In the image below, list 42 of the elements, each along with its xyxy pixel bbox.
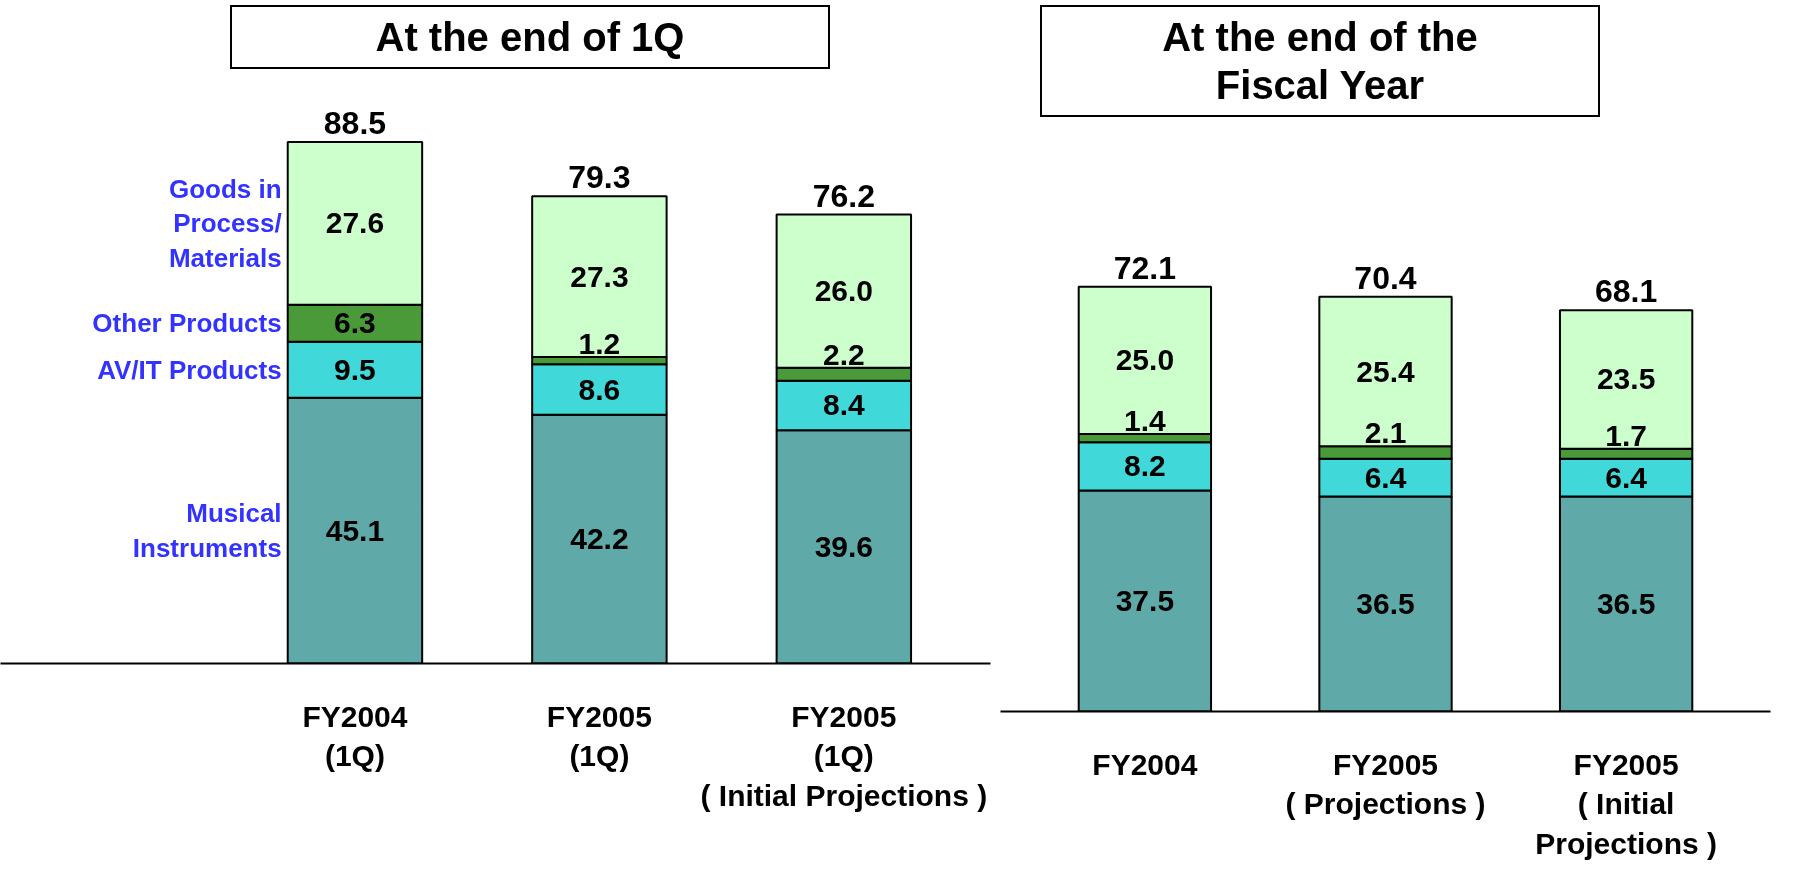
series-label: Other Products	[92, 308, 282, 339]
total-label: 72.1	[1113, 249, 1177, 286]
data-label: 25.0	[1115, 343, 1175, 377]
data-label: 6.4	[1364, 460, 1407, 494]
total-label: 68.1	[1594, 273, 1658, 310]
x-tick-label: FY2004 (1Q)	[302, 699, 408, 773]
data-label: 25.4	[1356, 354, 1416, 388]
series-label: Goods in Process/ Materials	[168, 173, 282, 273]
data-label: 27.6	[325, 206, 385, 240]
x-tick-label: FY2005 (1Q)	[546, 699, 652, 773]
series-label: AV/IT Products	[97, 354, 282, 385]
data-label: 8.2	[1124, 449, 1166, 483]
x-tick-label: FY2005 (1Q) ( Initial Projections )	[700, 699, 988, 812]
series-label: Musical Instruments	[132, 498, 282, 563]
data-label: 39.6	[814, 529, 874, 563]
total-label: 70.4	[1354, 259, 1417, 296]
chart-title: At the end of the Fiscal Year	[1162, 14, 1478, 109]
data-label: 2.2	[822, 337, 865, 371]
chart-title: At the end of 1Q	[375, 14, 685, 61]
data-label: 36.5	[1596, 586, 1656, 620]
data-label: 8.6	[578, 372, 621, 406]
x-tick-label: FY2004	[1092, 747, 1198, 781]
data-label: 9.5	[334, 352, 376, 386]
data-label: 6.3	[334, 306, 376, 340]
data-label: 1.7	[1605, 418, 1647, 452]
data-label: 42.2	[570, 522, 629, 556]
data-label: 27.3	[570, 259, 629, 293]
x-tick-label: FY2005 ( Initial Projections )	[1535, 747, 1717, 860]
data-label: 2.1	[1364, 416, 1407, 450]
data-label: 23.5	[1596, 362, 1656, 396]
data-label: 1.2	[578, 327, 621, 361]
data-label: 36.5	[1356, 586, 1415, 620]
data-label: 26.0	[814, 274, 874, 308]
total-label: 88.5	[323, 105, 387, 142]
data-label: 45.1	[325, 513, 385, 547]
total-label: 79.3	[568, 159, 631, 196]
data-label: 8.4	[822, 388, 865, 422]
total-label: 76.2	[812, 177, 875, 214]
data-label: 37.5	[1115, 584, 1175, 618]
x-tick-label: FY2005 ( Projections )	[1285, 747, 1486, 821]
data-label: 1.4	[1124, 403, 1167, 437]
data-label: 6.4	[1605, 460, 1648, 494]
